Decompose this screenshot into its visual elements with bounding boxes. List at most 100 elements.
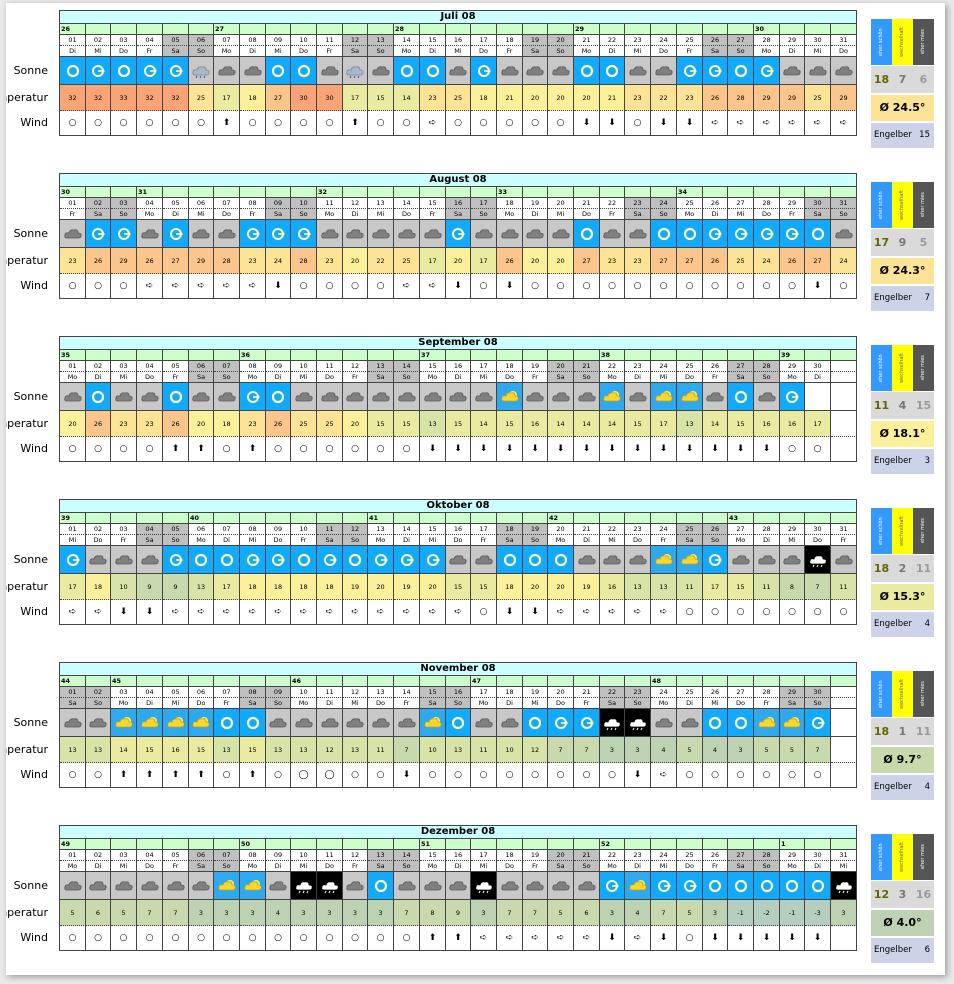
weather-cell[interactable] (831, 546, 857, 574)
weather-cell[interactable] (780, 546, 805, 574)
weather-cell[interactable] (548, 546, 574, 574)
weather-cell[interactable] (291, 57, 317, 85)
weather-cell[interactable] (60, 709, 86, 737)
weather-cell[interactable] (600, 872, 625, 900)
weather-cell[interactable] (137, 709, 163, 737)
weather-cell[interactable] (420, 383, 446, 411)
weather-cell[interactable] (471, 546, 497, 574)
weather-cell[interactable] (343, 709, 368, 737)
weather-cell[interactable] (368, 872, 394, 900)
weather-cell[interactable] (240, 546, 266, 574)
weather-cell[interactable] (111, 709, 137, 737)
weather-cell[interactable] (163, 57, 189, 85)
weather-cell[interactable] (111, 57, 137, 85)
weather-cell[interactable] (651, 57, 677, 85)
weather-cell[interactable] (343, 546, 368, 574)
weather-cell[interactable] (420, 709, 446, 737)
weather-cell[interactable] (677, 220, 703, 248)
weather-cell[interactable] (728, 546, 754, 574)
weather-cell[interactable] (420, 57, 446, 85)
weather-cell[interactable] (214, 872, 240, 900)
weather-cell[interactable] (600, 220, 625, 248)
weather-cell[interactable] (780, 709, 805, 737)
weather-cell[interactable] (574, 546, 600, 574)
weather-cell[interactable] (728, 709, 754, 737)
weather-cell[interactable] (497, 709, 523, 737)
weather-cell[interactable] (446, 220, 471, 248)
weather-cell[interactable] (625, 383, 651, 411)
weather-cell[interactable] (60, 546, 86, 574)
weather-cell[interactable] (214, 220, 240, 248)
weather-cell[interactable] (266, 546, 291, 574)
weather-cell[interactable] (754, 383, 780, 411)
weather-cell[interactable] (574, 220, 600, 248)
weather-cell[interactable] (651, 872, 677, 900)
weather-cell[interactable] (368, 383, 394, 411)
weather-cell[interactable] (163, 546, 189, 574)
weather-cell[interactable] (780, 383, 805, 411)
weather-cell[interactable] (703, 383, 728, 411)
weather-cell[interactable] (189, 220, 214, 248)
weather-cell[interactable] (446, 709, 471, 737)
weather-cell[interactable] (523, 383, 548, 411)
weather-cell[interactable] (291, 220, 317, 248)
weather-cell[interactable] (189, 383, 214, 411)
weather-cell[interactable] (291, 546, 317, 574)
weather-cell[interactable] (394, 57, 420, 85)
weather-cell[interactable] (86, 709, 111, 737)
weather-cell[interactable] (497, 546, 523, 574)
weather-cell[interactable] (805, 57, 831, 85)
weather-cell[interactable] (163, 383, 189, 411)
weather-cell[interactable] (600, 546, 625, 574)
weather-cell[interactable] (137, 546, 163, 574)
weather-cell[interactable] (703, 546, 728, 574)
weather-cell[interactable] (548, 220, 574, 248)
weather-cell[interactable] (189, 57, 214, 85)
weather-cell[interactable] (497, 220, 523, 248)
weather-cell[interactable] (163, 709, 189, 737)
weather-cell[interactable] (805, 383, 831, 411)
weather-cell[interactable] (317, 57, 343, 85)
weather-cell[interactable] (497, 872, 523, 900)
weather-cell[interactable] (651, 709, 677, 737)
weather-cell[interactable] (420, 872, 446, 900)
weather-cell[interactable] (446, 383, 471, 411)
weather-cell[interactable] (343, 220, 368, 248)
weather-cell[interactable] (368, 57, 394, 85)
weather-cell[interactable] (60, 57, 86, 85)
weather-cell[interactable] (60, 872, 86, 900)
weather-cell[interactable] (805, 546, 831, 574)
weather-cell[interactable] (60, 220, 86, 248)
weather-cell[interactable] (420, 220, 446, 248)
weather-cell[interactable] (394, 220, 420, 248)
weather-cell[interactable] (86, 872, 111, 900)
weather-cell[interactable] (600, 383, 625, 411)
weather-cell[interactable] (625, 220, 651, 248)
weather-cell[interactable] (189, 709, 214, 737)
weather-cell[interactable] (574, 383, 600, 411)
weather-cell[interactable] (831, 872, 857, 900)
weather-cell[interactable] (446, 872, 471, 900)
weather-cell[interactable] (240, 57, 266, 85)
weather-cell[interactable] (754, 220, 780, 248)
weather-cell[interactable] (240, 383, 266, 411)
weather-cell[interactable] (831, 383, 857, 411)
weather-cell[interactable] (728, 383, 754, 411)
weather-cell[interactable] (137, 383, 163, 411)
weather-cell[interactable] (394, 383, 420, 411)
weather-cell[interactable] (368, 220, 394, 248)
weather-cell[interactable] (214, 709, 240, 737)
weather-cell[interactable] (266, 872, 291, 900)
weather-cell[interactable] (111, 872, 137, 900)
weather-cell[interactable] (111, 546, 137, 574)
weather-cell[interactable] (111, 220, 137, 248)
weather-cell[interactable] (497, 383, 523, 411)
weather-cell[interactable] (471, 872, 497, 900)
weather-cell[interactable] (471, 57, 497, 85)
weather-cell[interactable] (703, 57, 728, 85)
weather-cell[interactable] (343, 57, 368, 85)
weather-cell[interactable] (548, 872, 574, 900)
weather-cell[interactable] (291, 709, 317, 737)
weather-cell[interactable] (317, 383, 343, 411)
weather-cell[interactable] (240, 220, 266, 248)
